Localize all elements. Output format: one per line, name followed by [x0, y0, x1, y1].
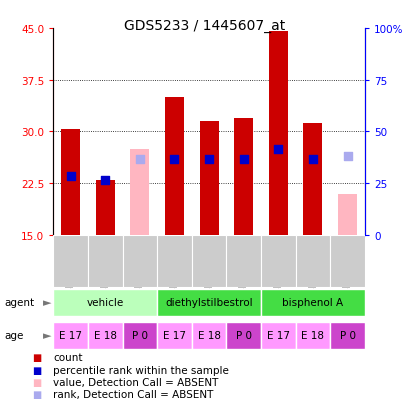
- Text: E 18: E 18: [197, 330, 220, 341]
- Bar: [337, 194, 356, 235]
- Point: [102, 177, 108, 184]
- Bar: [261, 322, 295, 349]
- Bar: [303, 124, 322, 235]
- Bar: [164, 98, 184, 235]
- Bar: [130, 150, 149, 235]
- Bar: [191, 235, 226, 287]
- Bar: [88, 322, 122, 349]
- Text: diethylstilbestrol: diethylstilbestrol: [165, 297, 252, 308]
- Text: P 0: P 0: [235, 330, 251, 341]
- Point: [67, 173, 74, 180]
- Bar: [191, 322, 226, 349]
- Point: [240, 157, 246, 163]
- Bar: [330, 235, 364, 287]
- Bar: [330, 322, 364, 349]
- Text: rank, Detection Call = ABSENT: rank, Detection Call = ABSENT: [53, 389, 213, 399]
- Bar: [157, 289, 261, 316]
- Point: [205, 157, 212, 163]
- Text: ►: ►: [43, 330, 51, 340]
- Text: P 0: P 0: [339, 330, 355, 341]
- Bar: [53, 289, 157, 316]
- Text: ■: ■: [32, 352, 41, 362]
- Text: percentile rank within the sample: percentile rank within the sample: [53, 365, 229, 375]
- Point: [136, 157, 143, 163]
- Point: [344, 153, 350, 159]
- Text: agent: agent: [4, 297, 34, 307]
- Text: vehicle: vehicle: [86, 297, 124, 308]
- Bar: [226, 235, 261, 287]
- Text: age: age: [4, 330, 23, 340]
- Text: E 18: E 18: [301, 330, 324, 341]
- Text: count: count: [53, 352, 83, 362]
- Text: ■: ■: [32, 377, 41, 387]
- Point: [274, 146, 281, 153]
- Bar: [261, 235, 295, 287]
- Bar: [95, 180, 115, 235]
- Text: ■: ■: [32, 365, 41, 375]
- Text: ■: ■: [32, 389, 41, 399]
- Bar: [61, 130, 80, 235]
- Bar: [122, 322, 157, 349]
- Bar: [53, 322, 88, 349]
- Point: [309, 157, 315, 163]
- Bar: [261, 289, 364, 316]
- Bar: [157, 322, 191, 349]
- Text: GDS5233 / 1445607_at: GDS5233 / 1445607_at: [124, 19, 285, 33]
- Text: E 17: E 17: [266, 330, 289, 341]
- Bar: [268, 32, 287, 235]
- Text: value, Detection Call = ABSENT: value, Detection Call = ABSENT: [53, 377, 218, 387]
- Point: [171, 157, 178, 163]
- Bar: [226, 322, 261, 349]
- Text: ►: ►: [43, 297, 51, 307]
- Bar: [122, 235, 157, 287]
- Bar: [157, 235, 191, 287]
- Text: E 17: E 17: [163, 330, 186, 341]
- Text: bisphenol A: bisphenol A: [282, 297, 343, 308]
- Bar: [295, 322, 330, 349]
- Text: P 0: P 0: [132, 330, 148, 341]
- Bar: [88, 235, 122, 287]
- Text: E 18: E 18: [94, 330, 117, 341]
- Bar: [199, 122, 218, 235]
- Bar: [234, 119, 253, 235]
- Bar: [295, 235, 330, 287]
- Bar: [53, 235, 88, 287]
- Text: E 17: E 17: [59, 330, 82, 341]
